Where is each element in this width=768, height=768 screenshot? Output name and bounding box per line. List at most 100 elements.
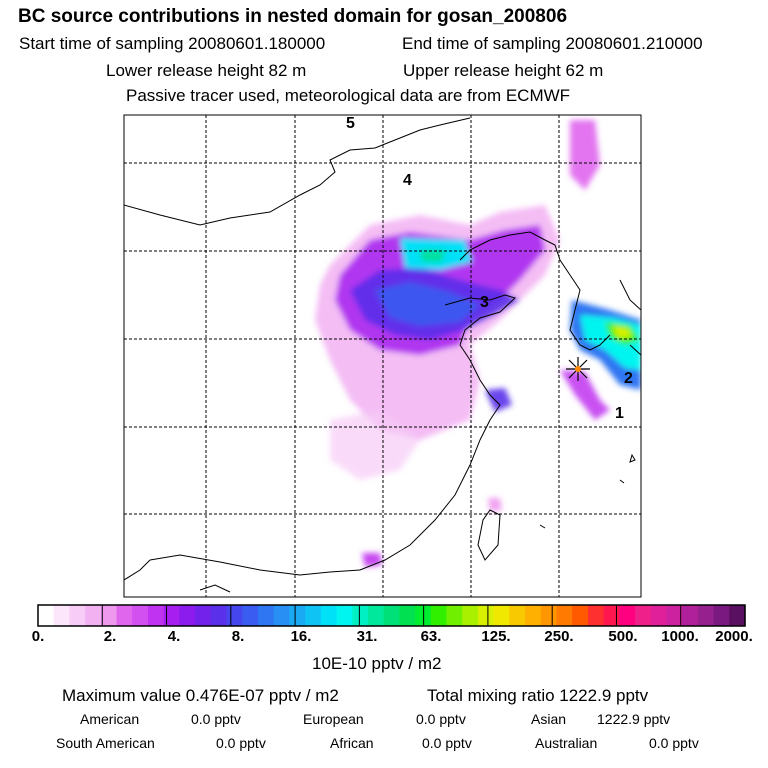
coast-shandong	[444, 294, 516, 346]
colorbar-cell	[572, 605, 589, 626]
colorbar-tick: 8.	[231, 628, 245, 645]
coast-japan-south	[629, 344, 641, 356]
coast-south	[149, 554, 361, 576]
colorbar-cell	[635, 605, 652, 626]
region-label-2: 2	[624, 370, 633, 387]
coast-north	[124, 117, 471, 226]
colorbar-tick: 500.	[608, 628, 638, 645]
colorbar-cell	[556, 605, 573, 626]
plume-taiwan-spot	[488, 498, 502, 512]
colorbar-cell	[352, 605, 369, 626]
australian-value: 0.0 pptv	[649, 735, 699, 751]
region-label-5: 5	[346, 115, 355, 132]
map-frame	[123, 114, 642, 598]
colorbar-cell	[195, 605, 212, 626]
coast-south-2	[124, 559, 151, 581]
colorbar-cell	[477, 605, 495, 626]
colorbar-cell	[226, 605, 243, 626]
colorbar-frame	[37, 604, 746, 627]
colorbar-cell	[85, 605, 102, 626]
colorbar-cell	[289, 605, 306, 626]
colorbar	[37, 604, 746, 627]
colorbar-cell	[729, 605, 746, 626]
colorbar-unit: 10E-10 pptv / m2	[312, 654, 442, 673]
colorbar-cell	[147, 605, 165, 626]
maximum-value: Maximum value 0.476E-07 pptv / m2	[62, 686, 339, 705]
island-3	[539, 524, 546, 529]
south-american-value: 0.0 pptv	[216, 735, 266, 751]
coast-east-china	[359, 344, 501, 571]
tracer-note: Passive tracer used, meteorological data…	[126, 86, 571, 105]
total-mixing-ratio: Total mixing ratio 1222.9 pptv	[427, 686, 649, 705]
colorbar-cell	[525, 605, 542, 626]
colorbar-tick: 63.	[420, 628, 442, 645]
south-american-label: South American	[56, 735, 155, 751]
plume-light-north	[570, 120, 600, 190]
plume-violet-east	[560, 370, 610, 420]
plume-layer	[315, 120, 641, 567]
colorbar-tick: 4.	[167, 628, 181, 645]
plume-light-south	[330, 410, 420, 480]
colorbar-cell	[666, 605, 683, 626]
american-value: 0.0 pptv	[191, 711, 241, 727]
colorbar-cell	[367, 605, 385, 626]
coast-bohai	[459, 231, 571, 276]
colorbar-tick: 125.	[481, 628, 511, 645]
colorbar-cell	[603, 605, 620, 626]
colorbar-cell	[116, 605, 133, 626]
start-time: Start time of sampling 20080601.180000	[19, 34, 326, 53]
lower-release-height: Lower release height 82 m	[106, 61, 307, 80]
colorbar-cell	[132, 605, 149, 626]
island-1	[629, 453, 636, 463]
colorbar-tick: 0.	[31, 628, 45, 645]
colorbar-cell	[697, 605, 715, 626]
asian-label: Asian	[531, 711, 567, 727]
african-value: 0.0 pptv	[422, 735, 472, 751]
colorbar-cell	[462, 605, 479, 626]
asian-value: 1222.9 pptv	[597, 711, 671, 727]
colorbar-tick: 31.	[356, 628, 378, 645]
european-value: 0.0 pptv	[416, 711, 466, 727]
plume-kyushu-yellow	[612, 326, 632, 338]
coast-japan	[619, 279, 641, 311]
colorbar-tick: 2.	[103, 628, 117, 645]
colorbar-cell	[257, 605, 275, 626]
european-label: European	[303, 711, 364, 727]
colorbar-cell	[713, 605, 730, 626]
colorbar-cell	[430, 605, 448, 626]
region-label-3: 3	[480, 294, 489, 311]
coast-taiwan	[477, 509, 501, 561]
lat-lon-grid	[124, 115, 641, 597]
colorbar-cell	[509, 605, 526, 626]
upper-release-height: Upper release height 62 m	[403, 61, 604, 80]
colorbar-cell	[383, 605, 400, 626]
region-label-1: 1	[615, 405, 624, 422]
colorbar-cell	[336, 605, 353, 626]
end-time: End time of sampling 20080601.210000	[402, 34, 703, 53]
colorbar-cell	[179, 605, 196, 626]
colorbar-tick: 250.	[544, 628, 574, 645]
colorbar-cell	[399, 605, 416, 626]
colorbar-cell	[163, 605, 180, 626]
coast-korea	[569, 274, 611, 351]
plume-green	[420, 250, 445, 262]
receptor-star-icon	[566, 357, 590, 381]
colorbar-tick: 16.	[290, 628, 312, 645]
plume-violet-island	[485, 388, 512, 412]
coast-hainan	[199, 584, 231, 593]
australian-label: Australian	[535, 735, 598, 751]
coastlines	[124, 117, 641, 593]
region-labels: 1 2 3 4 5	[346, 115, 633, 422]
colorbar-cell	[69, 605, 86, 626]
colorbar-cell	[53, 605, 71, 626]
colorbar-cell	[587, 605, 605, 626]
colorbar-cell	[100, 605, 118, 626]
colorbar-cell	[493, 605, 510, 626]
colorbar-cell	[273, 605, 290, 626]
figure-title: BC source contributions in nested domain…	[18, 6, 568, 27]
colorbar-cell	[305, 605, 322, 626]
plume-blue-core	[375, 282, 480, 326]
colorbar-cell	[210, 605, 228, 626]
colorbar-cell	[682, 605, 699, 626]
